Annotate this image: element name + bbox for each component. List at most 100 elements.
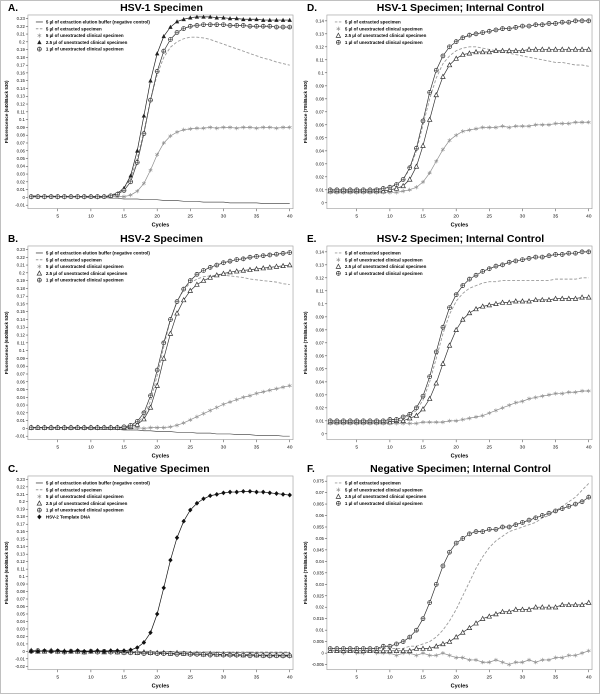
svg-text:Cycles: Cycles	[152, 453, 170, 459]
svg-text:0.11: 0.11	[17, 567, 26, 572]
plot-hsv2-internal-control: 0 0.01 0.02 0.03 0.04 0.05 0.06 0.07 0.08 0.09 0.1…	[303, 245, 593, 459]
svg-text:0.02: 0.02	[17, 179, 26, 184]
svg-text:0.09: 0.09	[17, 125, 26, 130]
svg-text:0.11: 0.11	[316, 288, 325, 293]
svg-text:0.01: 0.01	[316, 418, 325, 423]
svg-text:0.1: 0.1	[19, 117, 26, 122]
svg-text:15: 15	[420, 214, 426, 220]
panel-label-d: D.	[307, 3, 317, 14]
svg-text:-0.02: -0.02	[15, 664, 25, 669]
svg-text:0.13: 0.13	[17, 552, 26, 557]
svg-text:20: 20	[453, 444, 459, 450]
svg-text:0.08: 0.08	[316, 327, 325, 332]
svg-text:30: 30	[520, 444, 526, 450]
panel-a: A. HSV-1 Specimen -0.01 0 0.01 0.02 0.03 0.04…	[1, 1, 300, 232]
panel-title-d: HSV-1 Specimen; Internal Control	[376, 2, 545, 14]
svg-text:0.07: 0.07	[17, 597, 26, 602]
svg-text:0.11: 0.11	[316, 57, 325, 62]
svg-text:15: 15	[420, 444, 426, 450]
svg-text:Fluorescence (640/Back 530): Fluorescence (640/Back 530)	[4, 541, 9, 604]
svg-text:0: 0	[23, 649, 26, 654]
plot-negative-specimen: -0.02 -0.01 0 0.01 0.02 0.03 0.04 0.05 0.06 0.07 0…	[4, 476, 294, 690]
svg-text:0.1: 0.1	[318, 70, 325, 75]
svg-text:5: 5	[355, 444, 358, 450]
svg-text:15: 15	[121, 675, 127, 681]
svg-text:0.14: 0.14	[17, 86, 26, 91]
svg-text:0.21: 0.21	[17, 492, 26, 497]
svg-text:35: 35	[254, 214, 260, 220]
svg-text:40: 40	[287, 214, 293, 220]
svg-text:0.1: 0.1	[318, 301, 325, 306]
svg-text:35: 35	[553, 675, 559, 681]
panel-title-f: Negative Specimen; Internal Control	[370, 463, 551, 476]
svg-text:0.03: 0.03	[17, 627, 26, 632]
svg-text:0.05: 0.05	[17, 387, 26, 392]
svg-text:2.5 µl of unextracted clinical: 2.5 µl of unextracted clinical specimen	[46, 40, 128, 45]
svg-text:0.03: 0.03	[316, 582, 325, 587]
svg-text:1 µl of unextracted clinical s: 1 µl of unextracted clinical specimen	[345, 40, 423, 45]
svg-text:0.06: 0.06	[316, 353, 325, 358]
svg-text:0.19: 0.19	[17, 47, 26, 52]
svg-text:0.18: 0.18	[17, 55, 26, 60]
svg-text:0.045: 0.045	[313, 548, 324, 553]
svg-text:0.02: 0.02	[17, 634, 26, 639]
svg-text:25: 25	[188, 214, 194, 220]
svg-text:0.21: 0.21	[17, 262, 26, 267]
svg-text:5 µl of unextracted clinical s: 5 µl of unextracted clinical specimen	[345, 257, 423, 262]
panel-d: D. HSV-1 Specimen; Internal Control 0 0.0…	[300, 1, 599, 232]
svg-text:Cycles: Cycles	[152, 684, 170, 690]
svg-text:0.16: 0.16	[17, 301, 26, 306]
svg-text:0.06: 0.06	[17, 604, 26, 609]
svg-text:0.22: 0.22	[17, 485, 26, 490]
svg-text:Cycles: Cycles	[451, 684, 469, 690]
svg-text:25: 25	[487, 444, 493, 450]
svg-text:15: 15	[420, 675, 426, 681]
svg-text:0: 0	[322, 200, 325, 205]
svg-text:Fluorescence (640/Back 530): Fluorescence (640/Back 530)	[4, 311, 9, 374]
svg-text:20: 20	[453, 214, 459, 220]
svg-text:20: 20	[154, 214, 160, 220]
svg-text:10: 10	[88, 675, 94, 681]
svg-text:0.03: 0.03	[17, 402, 26, 407]
svg-text:0.035: 0.035	[313, 571, 324, 576]
panel-title-b: HSV-2 Specimen	[120, 232, 203, 245]
svg-text:10: 10	[387, 444, 393, 450]
svg-text:10: 10	[387, 214, 393, 220]
svg-text:40: 40	[287, 675, 293, 681]
svg-text:0.14: 0.14	[316, 18, 325, 23]
svg-text:0.04: 0.04	[17, 164, 26, 169]
panel-title-a: HSV-1 Specimen	[120, 2, 203, 14]
svg-text:0.03: 0.03	[316, 161, 325, 166]
svg-text:5 µl of extracted specimen: 5 µl of extracted specimen	[345, 250, 401, 255]
svg-text:1 µl of unextracted clinical s: 1 µl of unextracted clinical specimen	[345, 271, 423, 276]
svg-text:0.13: 0.13	[316, 31, 325, 36]
svg-text:5 µl of extracted specimen: 5 µl of extracted specimen	[345, 20, 401, 25]
svg-text:0.11: 0.11	[17, 340, 26, 345]
svg-text:0.22: 0.22	[17, 24, 26, 29]
svg-text:25: 25	[487, 675, 493, 681]
svg-text:0.23: 0.23	[17, 16, 26, 21]
svg-text:5 µl of extraction elution buf: 5 µl of extraction elution buffer (negat…	[46, 250, 151, 255]
svg-text:0.14: 0.14	[316, 249, 325, 254]
svg-text:-0.01: -0.01	[15, 657, 25, 662]
svg-text:0: 0	[23, 426, 26, 431]
plot-hsv2-specimen: -0.01 0 0.01 0.02 0.03 0.04 0.05 0.06 0.07 0.08 0.…	[4, 245, 294, 459]
svg-text:0.15: 0.15	[17, 78, 26, 83]
panel-b: B. HSV-2 Specimen -0.01 0 0.01 0.02 0.03 0.04…	[1, 232, 300, 463]
panel-label-a: A.	[8, 3, 18, 14]
svg-text:2.5 µl of unextracted clinical: 2.5 µl of unextracted clinical specimen	[345, 264, 427, 269]
svg-text:5 µl of extracted specimen: 5 µl of extracted specimen	[46, 488, 102, 493]
svg-text:-0.01: -0.01	[15, 433, 25, 438]
svg-text:0.18: 0.18	[17, 286, 26, 291]
svg-text:Cycles: Cycles	[451, 223, 469, 229]
svg-text:0.05: 0.05	[316, 536, 325, 541]
svg-text:0: 0	[322, 431, 325, 436]
svg-text:0.07: 0.07	[17, 371, 26, 376]
svg-text:0.08: 0.08	[17, 363, 26, 368]
svg-text:10: 10	[88, 444, 94, 450]
svg-text:0.04: 0.04	[316, 379, 325, 384]
svg-text:40: 40	[586, 214, 592, 220]
svg-text:0.075: 0.075	[313, 479, 324, 484]
svg-text:0.12: 0.12	[316, 44, 325, 49]
